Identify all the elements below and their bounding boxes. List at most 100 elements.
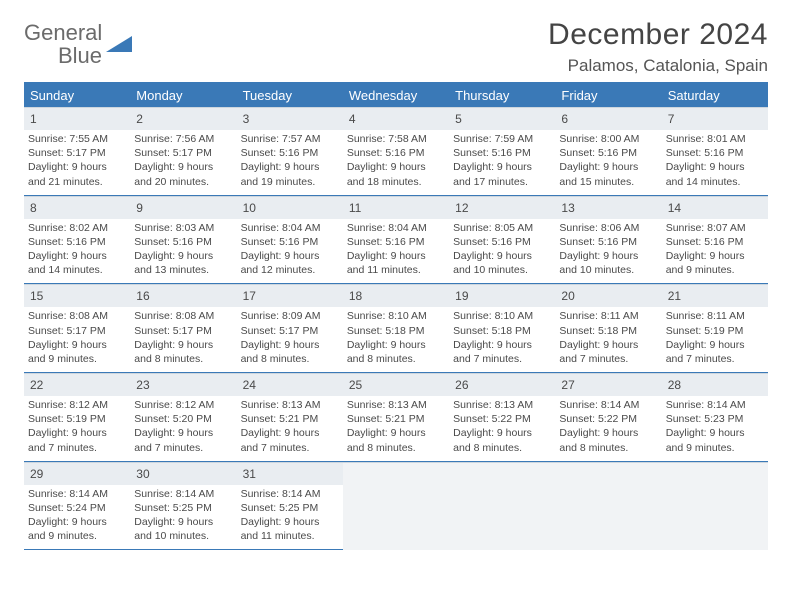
day-number-row: 16 — [130, 285, 236, 307]
header: General Blue December 2024 Palamos, Cata… — [24, 18, 768, 76]
day-number: 28 — [668, 378, 681, 392]
day-number: 14 — [668, 201, 681, 215]
day-number-row: 31 — [237, 463, 343, 485]
day-number: 30 — [136, 467, 149, 481]
day-number-row: 22 — [24, 374, 130, 396]
title-block: December 2024 Palamos, Catalonia, Spain — [548, 18, 768, 76]
day-cell: 14 Sunrise: 8:07 AMSunset: 5:16 PMDayligh… — [662, 196, 768, 285]
day-number: 25 — [349, 378, 362, 392]
day-cell: 18Sunrise: 8:10 AMSunset: 5:18 PMDayligh… — [343, 284, 449, 373]
day-number: 18 — [349, 289, 362, 303]
day-number-row: 7 — [662, 108, 768, 130]
day-cell: 21Sunrise: 8:11 AMSunset: 5:19 PMDayligh… — [662, 284, 768, 373]
day-number: 21 — [668, 289, 681, 303]
day-cell: 11 Sunrise: 8:04 AMSunset: 5:16 PMDayligh… — [343, 196, 449, 285]
day-number-row: 1 — [24, 108, 130, 130]
logo: General Blue — [24, 18, 134, 68]
day-cell: 19 Sunrise: 8:10 AMSunset: 5:18 PMDayligh… — [449, 284, 555, 373]
day-number: 3 — [243, 112, 250, 126]
day-cell: 7Sunrise: 8:01 AMSunset: 5:16 PMDaylight… — [662, 107, 768, 196]
day-number: 17 — [243, 289, 256, 303]
day-number-row: 28 — [662, 374, 768, 396]
day-cell: 20Sunrise: 8:11 AMSunset: 5:18 PMDayligh… — [555, 284, 661, 373]
day-cell: 2Sunrise: 7:56 AMSunset: 5:17 PMDaylight… — [130, 107, 236, 196]
day-info: Sunrise: 8:08 AMSunset: 5:17 PMDaylight:… — [134, 309, 232, 366]
day-info: Sunrise: 8:06 AMSunset: 5:16 PMDaylight:… — [559, 221, 657, 278]
day-info: Sunrise: 8:02 AMSunset: 5:16 PMDaylight:… — [28, 221, 126, 278]
day-of-week-header: Monday — [130, 84, 236, 107]
day-number: 22 — [30, 378, 43, 392]
day-cell: 31Sunrise: 8:14 AMSunset: 5:25 PMDayligh… — [237, 462, 343, 551]
day-cell: 16 Sunrise: 8:08 AMSunset: 5:17 PMDayligh… — [130, 284, 236, 373]
day-cell: 22Sunrise: 8:12 AMSunset: 5:19 PMDayligh… — [24, 373, 130, 462]
day-number: 11 — [349, 201, 361, 215]
day-cell: 3 Sunrise: 7:57 AMSunset: 5:16 PMDaylight… — [237, 107, 343, 196]
day-number: 23 — [136, 378, 149, 392]
logo-triangle-icon — [106, 34, 134, 54]
day-number-row: 11 — [343, 197, 449, 219]
day-number-row: 24 — [237, 374, 343, 396]
day-info: Sunrise: 8:11 AMSunset: 5:18 PMDaylight:… — [559, 309, 657, 366]
day-of-week-header: Sunday — [24, 84, 130, 107]
day-number-row: 12 — [449, 197, 555, 219]
day-cell: 17 Sunrise: 8:09 AMSunset: 5:17 PMDayligh… — [237, 284, 343, 373]
day-number-row: 9 — [130, 197, 236, 219]
day-number: 19 — [455, 289, 468, 303]
day-cell: 6Sunrise: 8:00 AMSunset: 5:16 PMDaylight… — [555, 107, 661, 196]
day-info: Sunrise: 8:04 AMSunset: 5:16 PMDaylight:… — [347, 221, 445, 278]
day-number: 24 — [243, 378, 256, 392]
day-cell: 10Sunrise: 8:04 AMSunset: 5:16 PMDayligh… — [237, 196, 343, 285]
day-number-row: 13 — [555, 197, 661, 219]
day-number-row: 20 — [555, 285, 661, 307]
day-info: Sunrise: 8:14 AMSunset: 5:23 PMDaylight:… — [666, 398, 764, 455]
day-number: 27 — [561, 378, 574, 392]
day-info: Sunrise: 8:07 AMSunset: 5:16 PMDaylight:… — [666, 221, 764, 278]
day-cell: 25 Sunrise: 8:13 AMSunset: 5:21 PMDayligh… — [343, 373, 449, 462]
day-number-row: 21 — [662, 285, 768, 307]
day-info: Sunrise: 8:14 AMSunset: 5:24 PMDaylight:… — [28, 487, 126, 544]
logo-word1: General — [24, 20, 102, 45]
day-number-row: 8 — [24, 197, 130, 219]
day-info: Sunrise: 8:00 AMSunset: 5:16 PMDaylight:… — [559, 132, 657, 189]
day-number-row: 14 — [662, 197, 768, 219]
day-number: 26 — [455, 378, 468, 392]
day-info: Sunrise: 8:08 AMSunset: 5:17 PMDaylight:… — [28, 309, 126, 366]
day-number: 9 — [136, 201, 143, 215]
day-of-week-header: Wednesday — [343, 84, 449, 107]
day-info: Sunrise: 8:14 AMSunset: 5:25 PMDaylight:… — [134, 487, 232, 544]
day-number-row: 3 — [237, 108, 343, 130]
day-number: 31 — [243, 467, 256, 481]
day-cell: 13Sunrise: 8:06 AMSunset: 5:16 PMDayligh… — [555, 196, 661, 285]
day-number-row: 29 — [24, 463, 130, 485]
day-cell: 9 Sunrise: 8:03 AMSunset: 5:16 PMDaylight… — [130, 196, 236, 285]
day-number: 7 — [668, 112, 675, 126]
empty-cell — [662, 462, 768, 551]
location: Palamos, Catalonia, Spain — [548, 56, 768, 76]
day-number-row: 25 — [343, 374, 449, 396]
day-number: 4 — [349, 112, 356, 126]
day-cell: 23Sunrise: 8:12 AMSunset: 5:20 PMDayligh… — [130, 373, 236, 462]
day-number-row: 15 — [24, 285, 130, 307]
day-info: Sunrise: 8:13 AMSunset: 5:21 PMDaylight:… — [347, 398, 445, 455]
day-info: Sunrise: 7:57 AMSunset: 5:16 PMDaylight:… — [241, 132, 339, 189]
day-number: 12 — [455, 201, 468, 215]
empty-cell — [555, 462, 661, 551]
day-number-row: 18 — [343, 285, 449, 307]
day-number: 2 — [136, 112, 143, 126]
day-cell: 5Sunrise: 7:59 AMSunset: 5:16 PMDaylight… — [449, 107, 555, 196]
day-info: Sunrise: 8:05 AMSunset: 5:16 PMDaylight:… — [453, 221, 551, 278]
empty-cell — [343, 462, 449, 551]
day-number: 16 — [136, 289, 149, 303]
day-info: Sunrise: 7:58 AMSunset: 5:16 PMDaylight:… — [347, 132, 445, 189]
day-number: 29 — [30, 467, 43, 481]
day-cell: 28 Sunrise: 8:14 AMSunset: 5:23 PMDayligh… — [662, 373, 768, 462]
day-info: Sunrise: 8:13 AMSunset: 5:21 PMDaylight:… — [241, 398, 339, 455]
calendar-grid: SundayMondayTuesdayWednesdayThursdayFrid… — [24, 84, 768, 550]
day-info: Sunrise: 8:09 AMSunset: 5:17 PMDaylight:… — [241, 309, 339, 366]
day-number-row: 6 — [555, 108, 661, 130]
empty-cell — [449, 462, 555, 551]
day-cell: 8Sunrise: 8:02 AMSunset: 5:16 PMDaylight… — [24, 196, 130, 285]
day-info: Sunrise: 8:10 AMSunset: 5:18 PMDaylight:… — [453, 309, 551, 366]
day-info: Sunrise: 8:03 AMSunset: 5:16 PMDaylight:… — [134, 221, 232, 278]
day-number-row: 17 — [237, 285, 343, 307]
